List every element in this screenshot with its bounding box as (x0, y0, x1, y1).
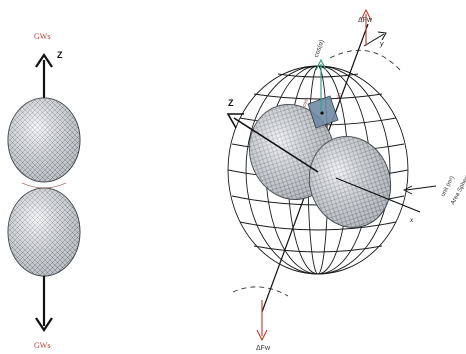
normal-label: cos(α) (313, 39, 326, 58)
dashed-arc-bottom (232, 286, 289, 297)
side-label-cos: cos (301, 98, 309, 108)
top-delta-label: ΔFw (358, 17, 373, 24)
x-axis-label: x (409, 218, 414, 224)
area-callout-arrow (402, 185, 437, 195)
y-axis-arrow (363, 31, 387, 47)
z-axis-label-right: Z (228, 98, 234, 108)
bottom-delta-force-arrow (256, 300, 268, 342)
lower-radiation-lobe (7, 187, 81, 277)
x-axis-line (335, 177, 421, 213)
bottom-delta-label: ΔFw (256, 345, 271, 352)
side-label-sin: sin (335, 92, 343, 100)
area-element-center (320, 111, 324, 115)
gw-top-label: GWs (34, 32, 50, 41)
dashed-arc-top (329, 49, 401, 71)
z-axis-up-arrow (35, 53, 53, 100)
right-diagram: cos(α) cos sin Z y x ΔFw (226, 8, 466, 352)
gw-bottom-label: GWs (34, 341, 50, 350)
y-axis-label: y (379, 41, 384, 48)
area-unit-label: unit (m²) (440, 175, 456, 198)
normal-vector-arrow (315, 58, 327, 112)
z-axis-label: Z (57, 50, 63, 60)
top-delta-force-arrow (360, 8, 372, 46)
z-axis-down-arrow (35, 276, 53, 332)
z-axis-arrow-right (226, 113, 319, 173)
upper-radiation-lobe (7, 97, 81, 183)
left-diagram: GWs Z GWs (7, 32, 81, 350)
right-lower-lobe (308, 136, 392, 228)
lobe-waist (21, 182, 67, 189)
